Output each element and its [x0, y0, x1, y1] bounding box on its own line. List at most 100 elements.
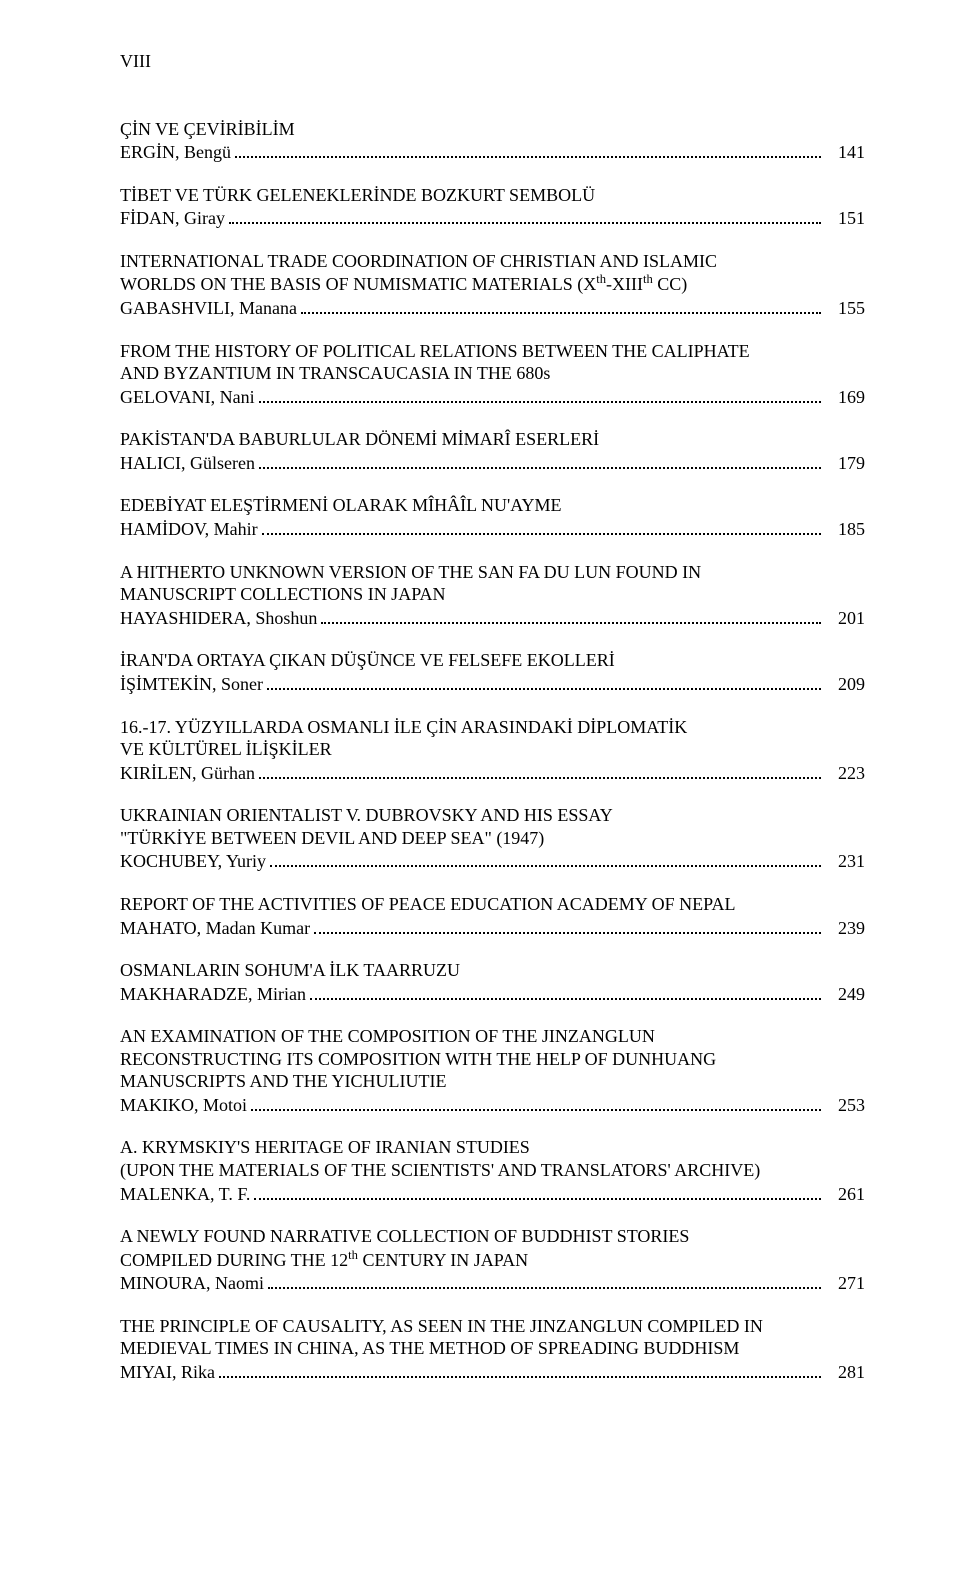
toc-entry-author: GELOVANI, Nani [120, 386, 255, 409]
toc-entry-title-line: (UPON THE MATERIALS OF THE SCIENTISTS' A… [120, 1159, 865, 1182]
toc-leader-dots [259, 761, 821, 779]
toc-entry: A HITHERTO UNKNOWN VERSION OF THE SAN FA… [120, 561, 865, 630]
toc-entry-author: KOCHUBEY, Yuriy [120, 850, 266, 873]
toc-entry-title-line: MEDIEVAL TIMES IN CHINA, AS THE METHOD O… [120, 1337, 865, 1360]
toc-entry-author: MAHATO, Madan Kumar [120, 917, 310, 940]
toc-entry-page: 223 [825, 762, 865, 785]
toc-entry-author-line: KIRİLEN, Gürhan223 [120, 761, 865, 785]
toc-entry-title-line: A NEWLY FOUND NARRATIVE COLLECTION OF BU… [120, 1225, 865, 1248]
toc-entry-author-line: KOCHUBEY, Yuriy 231 [120, 849, 865, 873]
toc-entry-page: 253 [825, 1094, 865, 1117]
toc-leader-dots [270, 849, 821, 867]
toc-leader-dots [229, 206, 821, 224]
toc-entry-author: GABASHVILI, Manana [120, 297, 297, 320]
toc-leader-dots [262, 517, 821, 535]
toc-entry-title-line: "TÜRKİYE BETWEEN DEVIL AND DEEP SEA" (19… [120, 827, 865, 850]
toc-entry-author: MAKIKO, Motoi [120, 1094, 247, 1117]
toc-entry-title-line: VE KÜLTÜREL İLİŞKİLER [120, 738, 865, 761]
toc-entry-author: ERGİN, Bengü [120, 141, 231, 164]
toc-entry-author: HAMİDOV, Mahir [120, 518, 258, 541]
toc-entry-page: 271 [825, 1272, 865, 1295]
toc-entry-title-line: MANUSCRIPTS AND THE YICHULIUTIE [120, 1070, 865, 1093]
toc-entry-page: 261 [825, 1183, 865, 1206]
toc-entry-author-line: MINOURA, Naomi 271 [120, 1271, 865, 1295]
toc-entry-title-line: MANUSCRIPT COLLECTIONS IN JAPAN [120, 583, 865, 606]
toc-entry: THE PRINCIPLE OF CAUSALITY, AS SEEN IN T… [120, 1315, 865, 1384]
toc-leader-dots [219, 1360, 821, 1378]
toc-entry-author-line: HAYASHIDERA, Shoshun 201 [120, 606, 865, 630]
toc-entry-page: 169 [825, 386, 865, 409]
toc-entry-title-line: FROM THE HISTORY OF POLITICAL RELATIONS … [120, 340, 865, 363]
toc-entry: A NEWLY FOUND NARRATIVE COLLECTION OF BU… [120, 1225, 865, 1295]
toc-entry-author: MAKHARADZE, Mirian [120, 983, 306, 1006]
toc-entry-title-line: AN EXAMINATION OF THE COMPOSITION OF THE… [120, 1025, 865, 1048]
toc-entry-author: FİDAN, Giray [120, 207, 225, 230]
toc-entry: AN EXAMINATION OF THE COMPOSITION OF THE… [120, 1025, 865, 1116]
toc-entry-author: MALENKA, T. F. [120, 1183, 250, 1206]
page-number-roman: VIII [120, 50, 865, 73]
toc-entry: İRAN'DA ORTAYA ÇIKAN DÜŞÜNCE VE FELSEFE … [120, 649, 865, 695]
toc-entry-author-line: MALENKA, T. F. 261 [120, 1181, 865, 1205]
toc-entry-title-line: THE PRINCIPLE OF CAUSALITY, AS SEEN IN T… [120, 1315, 865, 1338]
toc-leader-dots [267, 672, 821, 690]
toc-entry-author: MIYAI, Rika [120, 1361, 215, 1384]
toc-entry-page: 179 [825, 452, 865, 475]
toc-leader-dots [314, 915, 821, 933]
toc-leader-dots [259, 385, 821, 403]
toc-entry-title-line: A HITHERTO UNKNOWN VERSION OF THE SAN FA… [120, 561, 865, 584]
toc-entry-author-line: GABASHVILI, Manana 155 [120, 296, 865, 320]
toc-entry-author: HALICI, Gülseren [120, 452, 255, 475]
toc-entry-page: 231 [825, 850, 865, 873]
toc-entry-author-line: HAMİDOV, Mahir 185 [120, 517, 865, 541]
toc-entry-title-line: OSMANLARIN SOHUM'A İLK TAARRUZU [120, 959, 865, 982]
toc-entry-author-line: GELOVANI, Nani 169 [120, 385, 865, 409]
toc-entry-page: 249 [825, 983, 865, 1006]
toc-entry-page: 281 [825, 1361, 865, 1384]
toc-leader-dots [301, 296, 821, 314]
toc-entry: TİBET VE TÜRK GELENEKLERİNDE BOZKURT SEM… [120, 184, 865, 230]
toc-entry-title-line: COMPILED DURING THE 12th CENTURY IN JAPA… [120, 1248, 865, 1272]
toc-entry-title-line: AND BYZANTIUM IN TRANSCAUCASIA IN THE 68… [120, 362, 865, 385]
toc-entry-author-line: FİDAN, Giray151 [120, 206, 865, 230]
toc-entry-page: 201 [825, 607, 865, 630]
toc-entry-page: 239 [825, 917, 865, 940]
toc-entry-page: 209 [825, 673, 865, 696]
toc-entry-title-line: WORLDS ON THE BASIS OF NUMISMATIC MATERI… [120, 272, 865, 296]
toc-leader-dots [268, 1271, 821, 1289]
toc-entry-title-line: 16.-17. YÜZYILLARDA OSMANLI İLE ÇİN ARAS… [120, 716, 865, 739]
toc-entry-author-line: HALICI, Gülseren 179 [120, 451, 865, 475]
toc-entry-title-line: REPORT OF THE ACTIVITIES OF PEACE EDUCAT… [120, 893, 865, 916]
toc-entry-page: 141 [825, 141, 865, 164]
toc-entry: OSMANLARIN SOHUM'A İLK TAARRUZUMAKHARADZ… [120, 959, 865, 1005]
toc-entry: A. KRYMSKIY'S HERITAGE OF IRANIAN STUDIE… [120, 1136, 865, 1205]
toc-entry-title-line: ÇİN VE ÇEVİRİBİLİM [120, 118, 865, 141]
toc-entry-author-line: ERGİN, Bengü 141 [120, 140, 865, 164]
toc-entry: REPORT OF THE ACTIVITIES OF PEACE EDUCAT… [120, 893, 865, 939]
toc-entry-author: MINOURA, Naomi [120, 1272, 264, 1295]
toc-entry-author-line: MIYAI, Rika 281 [120, 1360, 865, 1384]
table-of-contents: ÇİN VE ÇEVİRİBİLİMERGİN, Bengü 141 TİBET V… [120, 118, 865, 1384]
toc-entry-title-line: RECONSTRUCTING ITS COMPOSITION WITH THE … [120, 1048, 865, 1071]
toc-entry-title-line: EDEBİYAT ELEŞTİRMENİ OLARAK MÎHÂÎL NU'AY… [120, 494, 865, 517]
toc-entry-title-line: PAKİSTAN'DA BABURLULAR DÖNEMİ MİMARÎ ESE… [120, 428, 865, 451]
toc-leader-dots [235, 140, 821, 158]
toc-entry: ÇİN VE ÇEVİRİBİLİMERGİN, Bengü 141 [120, 118, 865, 164]
toc-entry: UKRAINIAN ORIENTALIST V. DUBROVSKY AND H… [120, 804, 865, 873]
toc-entry-title-line: TİBET VE TÜRK GELENEKLERİNDE BOZKURT SEM… [120, 184, 865, 207]
toc-leader-dots [310, 982, 821, 1000]
toc-entry-author-line: MAKHARADZE, Mirian 249 [120, 982, 865, 1006]
toc-entry-title-line: A. KRYMSKIY'S HERITAGE OF IRANIAN STUDIE… [120, 1136, 865, 1159]
toc-entry-author: İŞİMTEKİN, Soner [120, 673, 263, 696]
toc-leader-dots [321, 606, 821, 624]
toc-entry-title-line: INTERNATIONAL TRADE COORDINATION OF CHRI… [120, 250, 865, 273]
toc-entry: PAKİSTAN'DA BABURLULAR DÖNEMİ MİMARÎ ESE… [120, 428, 865, 474]
toc-entry-author: HAYASHIDERA, Shoshun [120, 607, 317, 630]
toc-entry: INTERNATIONAL TRADE COORDINATION OF CHRI… [120, 250, 865, 320]
toc-entry-page: 155 [825, 297, 865, 320]
toc-leader-dots [259, 451, 821, 469]
toc-entry-page: 185 [825, 518, 865, 541]
toc-entry-title-line: UKRAINIAN ORIENTALIST V. DUBROVSKY AND H… [120, 804, 865, 827]
toc-entry-author-line: İŞİMTEKİN, Soner 209 [120, 672, 865, 696]
toc-entry: FROM THE HISTORY OF POLITICAL RELATIONS … [120, 340, 865, 409]
toc-entry-author-line: MAHATO, Madan Kumar 239 [120, 915, 865, 939]
